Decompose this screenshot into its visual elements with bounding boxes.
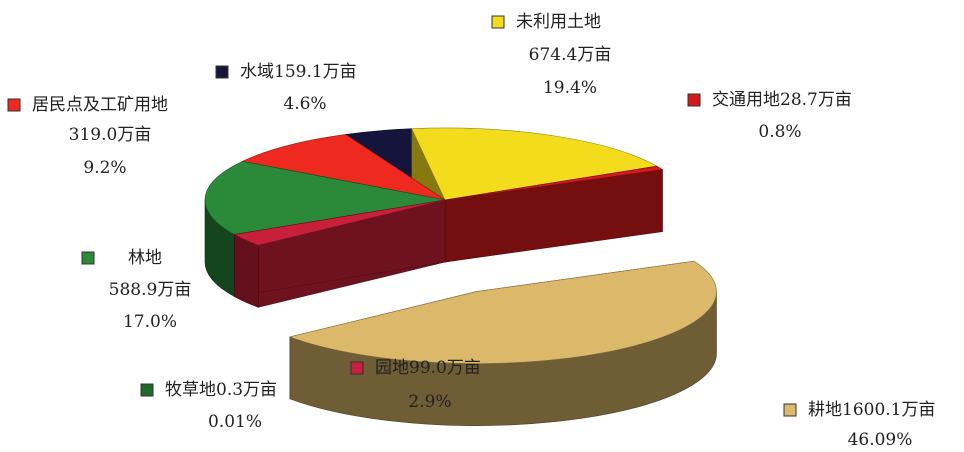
label-part: 99.0万亩 [409, 358, 481, 378]
slice-label: 4.6% [283, 94, 326, 114]
label-part: 耕地 [808, 400, 842, 420]
label-part: 交通用地 [712, 90, 780, 110]
slice-top [204, 161, 446, 235]
legend-swatch [7, 98, 21, 112]
legend-swatch [687, 93, 701, 107]
slice-top [288, 260, 717, 364]
slice-label: 交通用地28.7万亩 [712, 90, 852, 110]
label-part: 水域 [240, 62, 274, 82]
legend-swatch [491, 15, 505, 29]
slice-label: 园地99.0万亩 [375, 358, 481, 378]
legend-swatch [783, 403, 797, 417]
slice-label: 居民点及工矿用地 [32, 95, 168, 115]
label-part: 9.2% [83, 158, 126, 178]
label-part: 674.4万亩 [529, 45, 612, 65]
label-part: 牧草地 [165, 380, 216, 400]
label-part: 4.6% [283, 94, 326, 114]
slice-label: 319.0万亩 [69, 125, 152, 145]
slice-top [444, 165, 664, 201]
label-part: 园地 [375, 358, 409, 378]
slice-label: 牧草地0.3万亩 [165, 380, 277, 400]
slice-top [411, 127, 658, 201]
slice [288, 260, 717, 426]
slice-top [233, 199, 446, 246]
legend-swatch [215, 65, 229, 79]
label-part: 2.9% [408, 392, 451, 412]
slice-label: 未利用土地 [516, 12, 601, 32]
label-part: 159.1万亩 [274, 62, 357, 82]
slice-label: 0.01% [208, 412, 262, 432]
slice-label: 2.9% [408, 392, 451, 412]
label-part: 19.4% [543, 78, 597, 98]
slice-label: 林地 [128, 248, 162, 268]
label-part: 17.0% [123, 312, 177, 332]
slice-label: 674.4万亩 [529, 45, 612, 65]
label-part: 未利用土地 [516, 12, 601, 32]
slice-label: 水域159.1万亩 [240, 62, 357, 82]
label-part: 0.8% [758, 122, 801, 142]
legend-swatch [140, 383, 154, 397]
label-part: 46.09% [848, 430, 913, 450]
legend-swatch [81, 251, 95, 265]
label-part: 319.0万亩 [69, 125, 152, 145]
label-part: 林地 [128, 248, 162, 268]
slice-label: 0.8% [758, 122, 801, 142]
slice-label: 9.2% [83, 158, 126, 178]
slice-label: 17.0% [123, 312, 177, 332]
slice-label: 588.9万亩 [109, 280, 192, 300]
label-part: 28.7万亩 [780, 90, 852, 110]
slice-top [241, 134, 446, 201]
slice-label: 46.09% [848, 430, 913, 450]
label-part: 居民点及工矿用地 [32, 95, 168, 115]
slice-side [234, 234, 259, 308]
label-part: 0.3万亩 [216, 380, 277, 400]
legend-swatch [350, 361, 364, 375]
slice [233, 199, 446, 308]
slice-label: 19.4% [543, 78, 597, 98]
label-part: 588.9万亩 [109, 280, 192, 300]
label-part: 0.01% [208, 412, 262, 432]
label-part: 1600.1万亩 [842, 400, 935, 420]
slice-label: 耕地1600.1万亩 [808, 400, 935, 420]
